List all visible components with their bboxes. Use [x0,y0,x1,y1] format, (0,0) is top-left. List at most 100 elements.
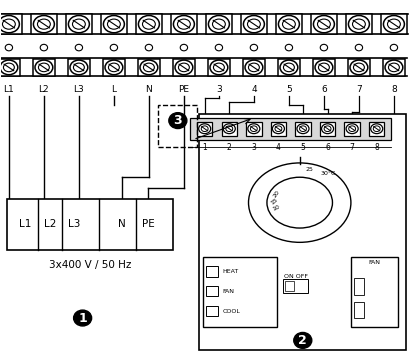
Ellipse shape [278,16,299,33]
Ellipse shape [208,16,229,33]
Text: L1: L1 [19,219,32,229]
Text: PE: PE [142,219,155,229]
Bar [241,14,267,34]
Ellipse shape [247,19,260,29]
Ellipse shape [373,126,380,131]
Ellipse shape [250,126,257,131]
Bar [190,118,391,139]
Ellipse shape [284,63,294,72]
Ellipse shape [2,19,15,29]
Bar [285,281,294,291]
Ellipse shape [248,124,260,134]
Text: L: L [111,85,116,93]
Ellipse shape [175,60,193,75]
Text: 15: 15 [270,197,279,206]
Bar [158,105,197,147]
Bar [103,59,125,76]
Ellipse shape [199,124,211,134]
Bar [246,122,261,135]
Bar [354,302,365,318]
Ellipse shape [300,126,307,131]
Ellipse shape [297,124,309,134]
Bar [348,59,370,76]
Ellipse shape [350,60,368,75]
Ellipse shape [213,63,224,72]
Text: 4: 4 [251,85,257,93]
Circle shape [180,44,187,51]
Circle shape [145,44,152,51]
Ellipse shape [70,60,88,75]
Text: 25: 25 [306,167,314,172]
Bar [276,14,302,34]
Bar [203,257,277,327]
Text: 8: 8 [391,85,397,93]
Ellipse shape [272,124,284,134]
Circle shape [5,44,13,51]
Ellipse shape [178,19,190,29]
Circle shape [215,44,223,51]
Bar [354,278,365,295]
Ellipse shape [317,19,330,29]
Ellipse shape [143,63,155,72]
Ellipse shape [109,63,119,72]
Text: FAN: FAN [222,289,234,294]
Ellipse shape [105,60,123,75]
Ellipse shape [321,124,334,134]
Text: PE: PE [178,85,189,93]
Text: 10: 10 [272,204,281,211]
Circle shape [355,44,363,51]
Ellipse shape [226,126,233,131]
Text: N: N [118,219,125,229]
Bar [31,14,57,34]
Text: HEAT: HEAT [222,269,238,274]
Text: 3: 3 [216,85,222,93]
Text: 3: 3 [252,143,256,152]
Ellipse shape [173,16,194,33]
Text: 7: 7 [356,85,362,93]
Ellipse shape [388,63,399,72]
Ellipse shape [275,126,282,131]
Bar [33,59,55,76]
Ellipse shape [371,124,383,134]
Bar [206,14,232,34]
Ellipse shape [282,19,296,29]
Ellipse shape [107,19,120,29]
Bar [199,114,406,350]
Bar [206,266,218,277]
Text: 6: 6 [325,143,330,152]
Ellipse shape [143,19,155,29]
Ellipse shape [140,60,158,75]
Bar [311,14,337,34]
Text: ON OFF: ON OFF [284,274,307,279]
Bar [278,59,300,76]
Ellipse shape [385,60,403,75]
Text: 2: 2 [227,143,232,152]
Bar [101,14,127,34]
Bar [173,59,195,76]
Text: L3: L3 [68,219,81,229]
Circle shape [40,44,48,51]
Ellipse shape [37,19,50,29]
Ellipse shape [353,63,365,72]
Ellipse shape [315,60,333,75]
Bar [283,279,308,293]
Circle shape [75,44,83,51]
Bar [206,306,218,316]
Bar [138,59,160,76]
Ellipse shape [346,124,358,134]
Bar [0,14,22,34]
Ellipse shape [314,16,335,33]
Ellipse shape [349,126,356,131]
Ellipse shape [210,60,228,75]
Ellipse shape [39,63,49,72]
Bar [351,257,398,327]
Bar [313,59,335,76]
Text: 4: 4 [276,143,281,152]
Bar [208,59,230,76]
Circle shape [110,44,118,51]
Bar [344,122,360,135]
Ellipse shape [74,63,84,72]
Ellipse shape [383,16,404,33]
Circle shape [169,113,187,129]
Text: L2: L2 [44,219,56,229]
